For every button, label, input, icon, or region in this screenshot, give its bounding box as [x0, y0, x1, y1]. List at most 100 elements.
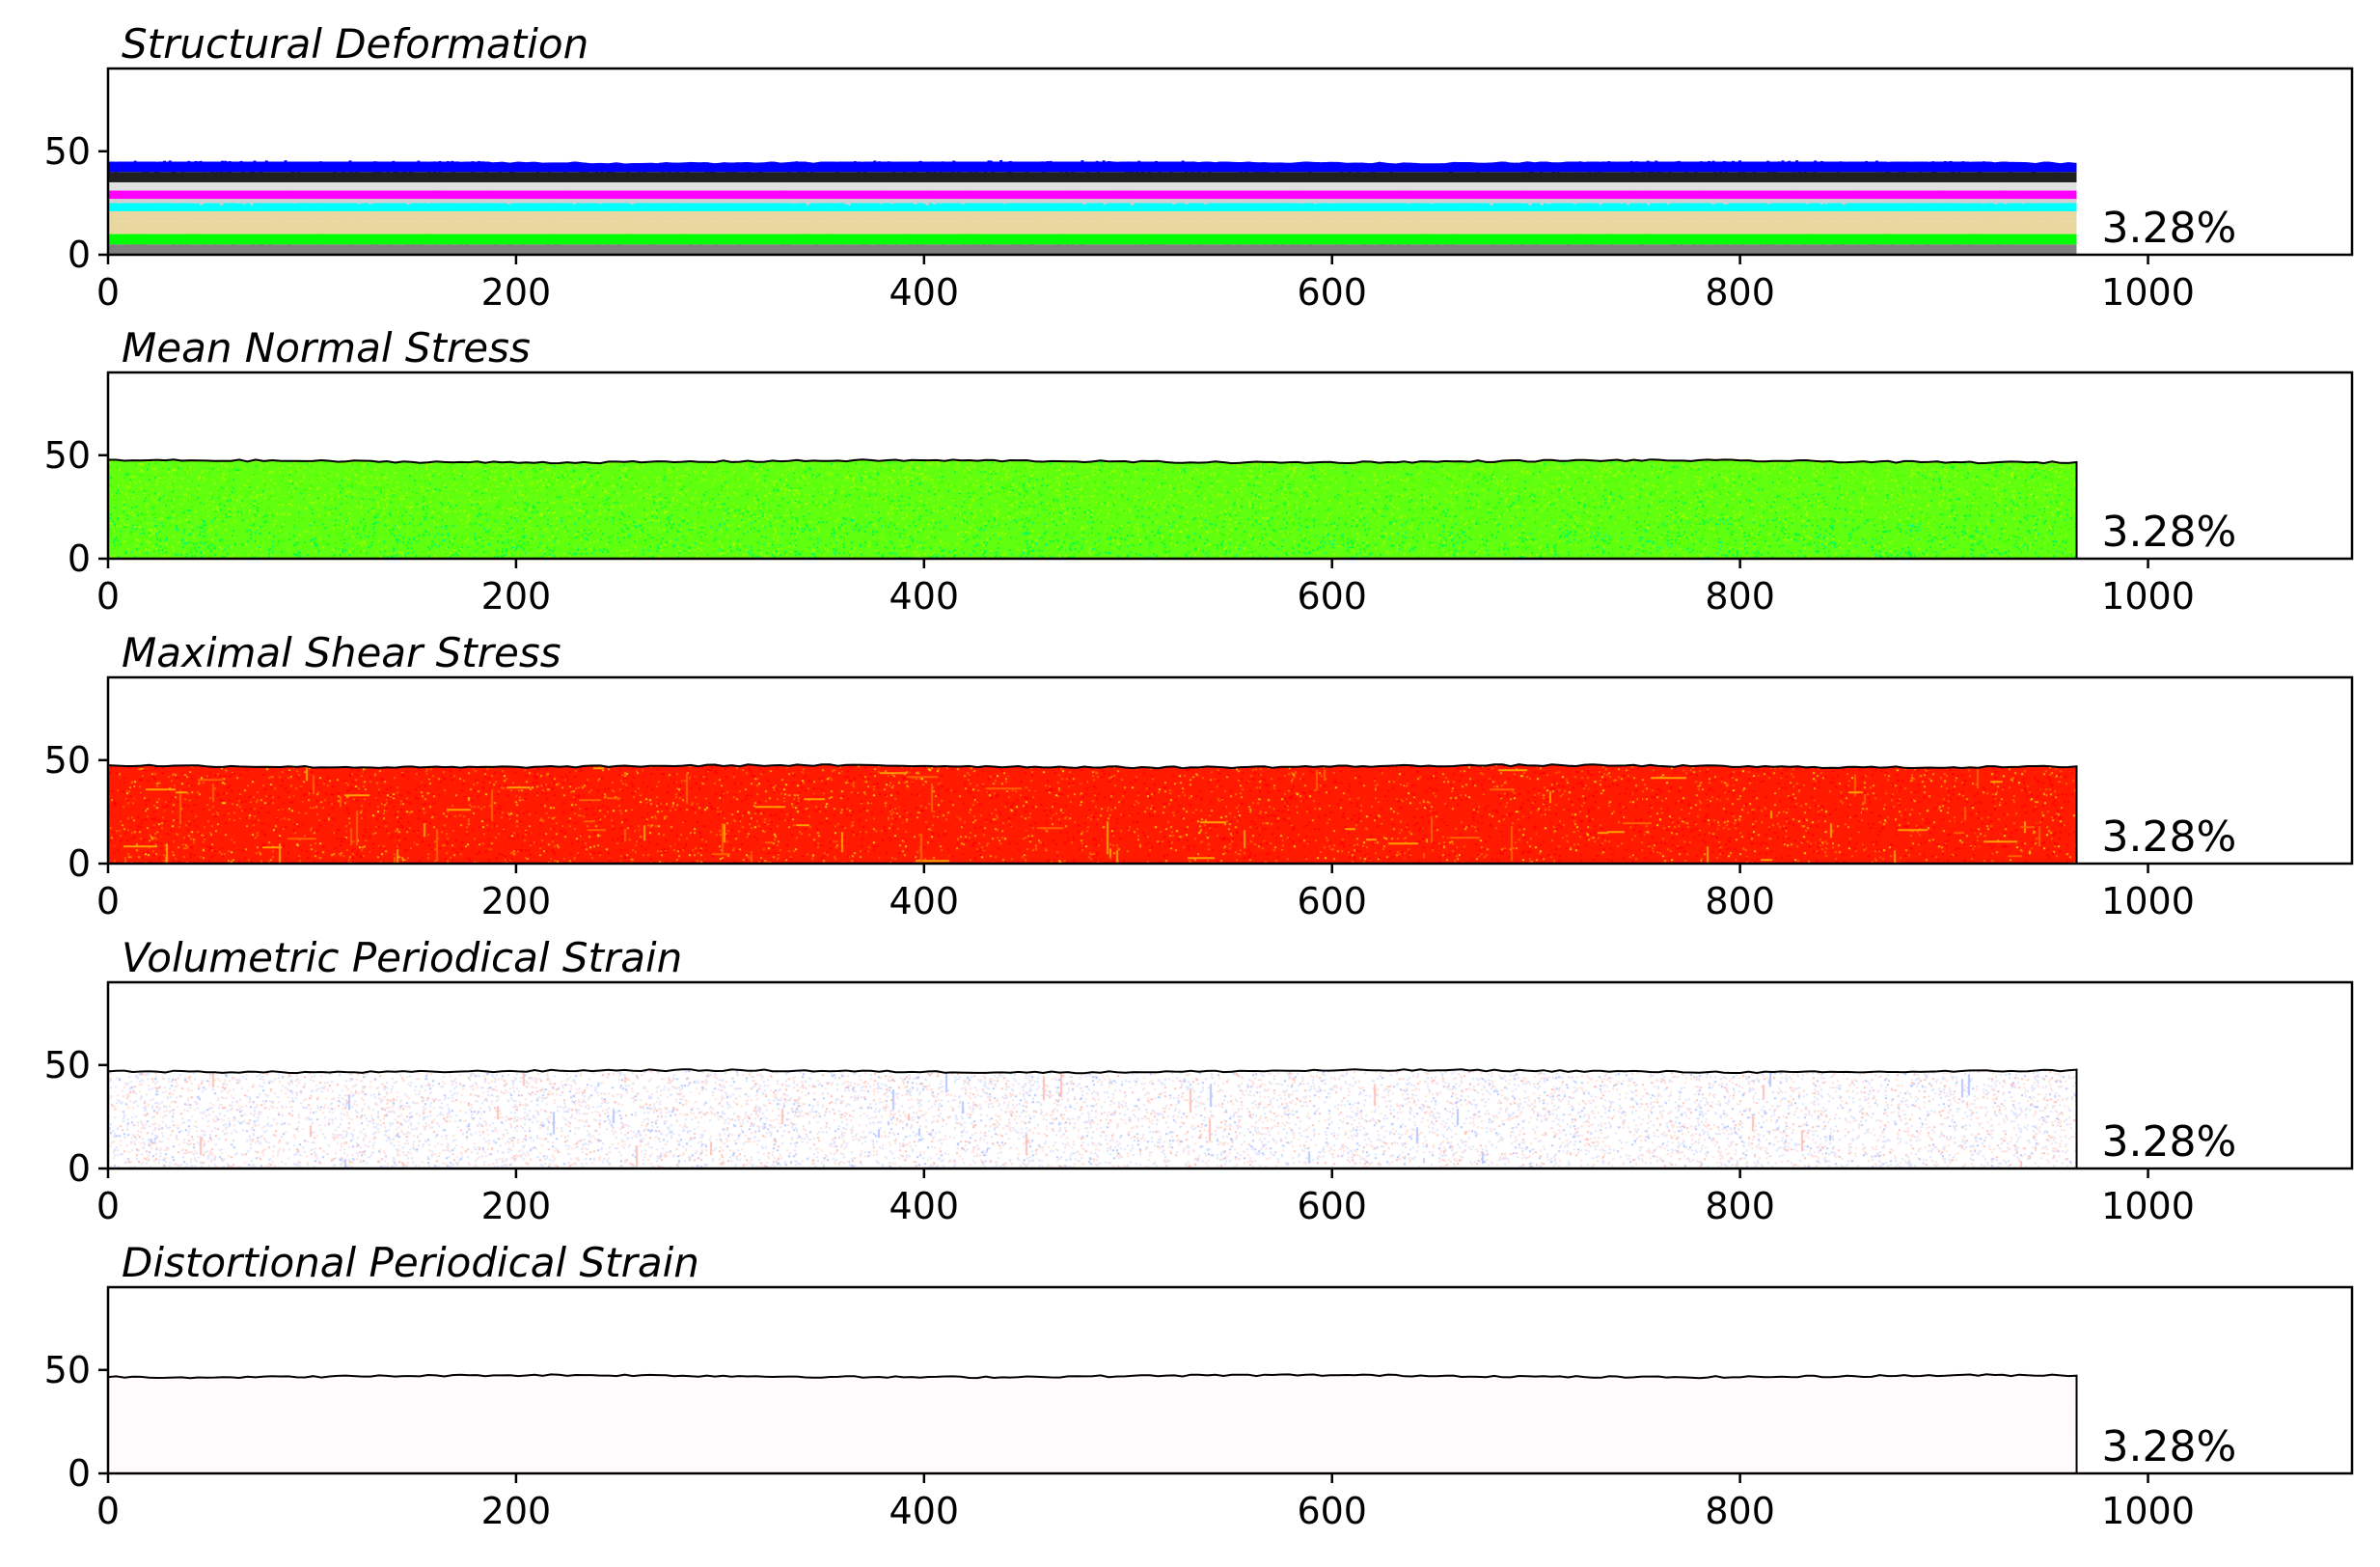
band-texture [1049, 180, 1053, 187]
band-texture [2002, 234, 2006, 238]
band-texture [271, 210, 275, 214]
band-texture [1185, 199, 1189, 205]
band-texture [1821, 220, 1825, 225]
panel-title: Mean Normal Stress [122, 324, 531, 371]
band-texture [1343, 209, 1347, 215]
band-texture [1031, 209, 1035, 214]
band-texture [685, 172, 689, 177]
band-texture [1239, 172, 1243, 177]
band-texture [351, 211, 354, 217]
band-texture [1975, 210, 1979, 214]
band-texture [1374, 182, 1378, 189]
band-texture [2006, 234, 2010, 238]
band-texture [1404, 201, 1408, 206]
band-texture [754, 222, 758, 228]
band-texture [597, 242, 601, 248]
x-tick-label: 0 [96, 271, 120, 314]
band-texture [1655, 222, 1659, 227]
band-texture [1120, 197, 1124, 202]
band-texture [884, 234, 888, 238]
band-texture [1608, 211, 1612, 216]
band-texture [1470, 233, 1474, 238]
band-texture [730, 181, 734, 187]
band-texture [2019, 221, 2023, 226]
band-texture [737, 203, 741, 208]
band-texture [1020, 189, 1024, 195]
band-texture [979, 181, 983, 185]
band-texture [733, 191, 737, 196]
band-texture [1029, 242, 1033, 248]
band-texture [751, 211, 754, 217]
band-texture [961, 172, 965, 177]
layer-band-6 [108, 199, 2077, 204]
band-texture [1647, 200, 1651, 206]
band-texture [1930, 202, 1933, 207]
band-texture [1504, 160, 1508, 166]
band-texture [451, 171, 455, 175]
band-texture [1062, 190, 1066, 195]
band-texture [1295, 180, 1299, 186]
band-texture [1410, 245, 1414, 250]
band-texture [225, 172, 229, 177]
band-texture [1064, 220, 1068, 226]
band-texture [1807, 161, 1811, 167]
band-texture [849, 203, 853, 209]
band-texture [1482, 181, 1486, 186]
band-texture [1070, 202, 1074, 208]
band-texture [814, 191, 817, 195]
band-texture [1235, 180, 1239, 187]
band-texture [1964, 199, 1967, 204]
band-texture [1264, 243, 1268, 249]
band-texture [2055, 245, 2059, 251]
band-texture [1701, 243, 1705, 249]
band-texture [1022, 191, 1026, 195]
band-texture [2070, 161, 2074, 165]
band-texture [580, 222, 584, 226]
band-texture [149, 180, 152, 184]
band-texture [1290, 197, 1294, 201]
band-texture [1038, 204, 1042, 207]
band-texture [2032, 182, 2036, 186]
band-texture [168, 159, 172, 166]
band-texture [698, 220, 701, 225]
band-texture [1287, 160, 1291, 167]
band-texture [2054, 172, 2058, 177]
band-texture [1319, 209, 1323, 214]
band-texture [1775, 221, 1779, 227]
band-texture [1110, 209, 1114, 214]
band-texture [1429, 233, 1433, 238]
band-texture [1590, 243, 1594, 249]
band-texture [919, 243, 923, 247]
band-texture [999, 159, 1003, 164]
band-texture [331, 173, 335, 177]
band-texture [1495, 198, 1499, 204]
band-texture [1108, 203, 1111, 208]
band-texture [1188, 182, 1190, 188]
band-texture [1956, 211, 1960, 217]
band-texture [1859, 199, 1863, 203]
band-texture [471, 219, 475, 225]
band-texture [134, 209, 138, 216]
band-texture [270, 199, 274, 203]
band-texture [1381, 243, 1385, 247]
band-texture [365, 203, 369, 206]
band-texture [679, 162, 683, 167]
band-texture [757, 171, 761, 177]
band-texture [1078, 191, 1081, 196]
band-texture [1365, 209, 1369, 215]
band-texture [1063, 180, 1067, 185]
band-texture [893, 234, 897, 240]
band-texture [702, 160, 706, 165]
band-texture [834, 209, 838, 213]
band-texture [650, 189, 654, 194]
band-texture [718, 220, 721, 224]
band-texture [826, 233, 830, 237]
band-texture [333, 171, 337, 176]
band-texture [817, 203, 821, 207]
band-texture [1008, 160, 1012, 166]
band-texture [834, 233, 837, 237]
band-texture [183, 211, 187, 215]
band-texture [638, 171, 642, 177]
band-texture [1632, 180, 1636, 187]
band-texture [1714, 203, 1718, 207]
